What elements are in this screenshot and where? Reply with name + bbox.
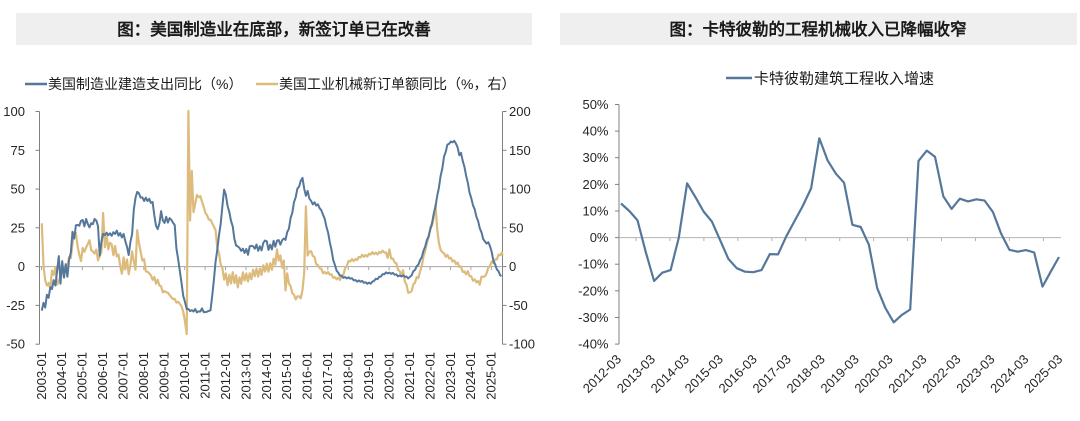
svg-text:75: 75 <box>11 143 25 158</box>
svg-text:2018-01: 2018-01 <box>341 352 356 400</box>
svg-text:-50: -50 <box>509 298 528 313</box>
svg-text:2020-01: 2020-01 <box>381 352 396 400</box>
svg-text:卡特彼勒建筑工程收入增速: 卡特彼勒建筑工程收入增速 <box>754 71 934 88</box>
svg-text:50: 50 <box>509 220 523 235</box>
svg-text:10%: 10% <box>582 204 608 219</box>
svg-text:2005-01: 2005-01 <box>75 352 90 400</box>
svg-text:2012-01: 2012-01 <box>218 352 233 400</box>
svg-text:2019-01: 2019-01 <box>361 352 376 400</box>
svg-text:2003-01: 2003-01 <box>34 352 49 400</box>
svg-text:2008-01: 2008-01 <box>136 352 151 400</box>
svg-text:0: 0 <box>18 259 25 274</box>
svg-text:200: 200 <box>509 104 531 119</box>
svg-text:2009-01: 2009-01 <box>157 352 172 400</box>
svg-text:0%: 0% <box>590 230 609 245</box>
svg-text:2004-01: 2004-01 <box>54 352 69 400</box>
svg-text:2022-01: 2022-01 <box>422 352 437 400</box>
svg-text:-20%: -20% <box>578 283 609 298</box>
svg-text:2006-01: 2006-01 <box>95 352 110 400</box>
svg-text:-30%: -30% <box>578 310 609 325</box>
svg-text:2015-01: 2015-01 <box>279 352 294 400</box>
svg-text:美国制造业建造支出同比（%）: 美国制造业建造支出同比（%） <box>48 76 242 92</box>
svg-text:50: 50 <box>11 182 25 197</box>
svg-text:25: 25 <box>11 220 25 235</box>
svg-text:图：卡特彼勒的工程机械收入已降幅收窄: 图：卡特彼勒的工程机械收入已降幅收窄 <box>670 19 967 39</box>
svg-text:-50: -50 <box>6 337 25 352</box>
svg-text:100: 100 <box>509 182 531 197</box>
svg-text:2023-01: 2023-01 <box>443 352 458 400</box>
svg-text:-100: -100 <box>509 337 535 352</box>
svg-text:图：美国制造业在底部，新签订单已在改善: 图：美国制造业在底部，新签订单已在改善 <box>117 19 431 39</box>
svg-text:2017-01: 2017-01 <box>320 352 335 400</box>
svg-text:2013-01: 2013-01 <box>238 352 253 400</box>
svg-text:2007-01: 2007-01 <box>116 352 131 400</box>
svg-text:100: 100 <box>3 104 25 119</box>
svg-text:0: 0 <box>509 259 516 274</box>
svg-text:2016-01: 2016-01 <box>300 352 315 400</box>
svg-text:2014-01: 2014-01 <box>259 352 274 400</box>
svg-text:2024-01: 2024-01 <box>463 352 478 400</box>
svg-text:2021-01: 2021-01 <box>402 352 417 400</box>
svg-text:20%: 20% <box>582 177 608 192</box>
svg-text:2010-01: 2010-01 <box>177 352 192 400</box>
svg-text:-25: -25 <box>6 298 25 313</box>
svg-text:30%: 30% <box>582 150 608 165</box>
svg-text:50%: 50% <box>582 97 608 112</box>
svg-text:150: 150 <box>509 143 531 158</box>
svg-text:2011-01: 2011-01 <box>197 352 212 399</box>
svg-text:-40%: -40% <box>578 337 609 352</box>
svg-text:-10%: -10% <box>578 257 609 272</box>
svg-text:2025-01: 2025-01 <box>484 352 499 400</box>
svg-text:美国工业机械新订单额同比（%，右）: 美国工业机械新订单额同比（%，右） <box>279 76 515 92</box>
svg-text:40%: 40% <box>582 124 608 139</box>
